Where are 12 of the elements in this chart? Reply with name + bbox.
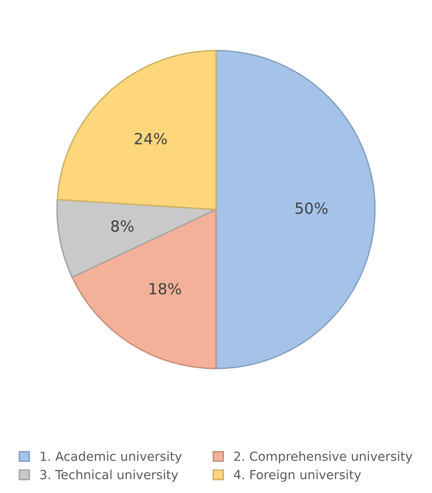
legend-label: 3. Technical university — [40, 470, 178, 482]
pie-slice — [215, 50, 376, 370]
pie-slice — [71, 208, 217, 370]
legend-label: 2. Comprehensive university — [234, 451, 412, 464]
data-label: 24% — [134, 132, 167, 144]
pie-slice — [56, 50, 217, 210]
legend-label: 1. Academic university — [40, 451, 182, 464]
data-label: 8% — [111, 220, 134, 232]
legend-label: 4. Foreign university — [234, 470, 361, 482]
data-label: 18% — [150, 282, 182, 294]
data-label: 50% — [296, 202, 328, 214]
pie-slice — [56, 198, 217, 278]
